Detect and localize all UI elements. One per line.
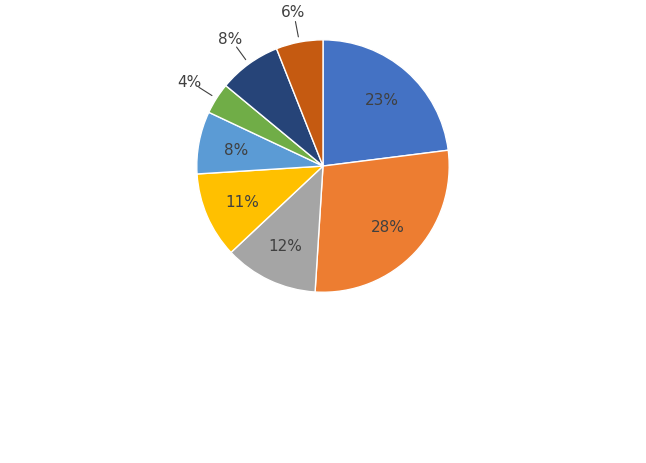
Wedge shape [315,151,449,293]
Text: 11%: 11% [225,194,259,209]
Text: 6%: 6% [281,5,306,19]
Wedge shape [276,41,323,167]
Text: 12%: 12% [269,239,302,254]
Wedge shape [225,50,323,167]
Wedge shape [209,87,323,167]
Wedge shape [197,167,323,253]
Text: 4%: 4% [178,75,202,90]
Text: 8%: 8% [224,143,248,157]
Text: 8%: 8% [218,32,242,47]
Wedge shape [231,167,323,292]
Wedge shape [323,41,448,167]
Wedge shape [197,113,323,175]
Text: 23%: 23% [364,93,399,108]
Text: 28%: 28% [370,219,404,235]
